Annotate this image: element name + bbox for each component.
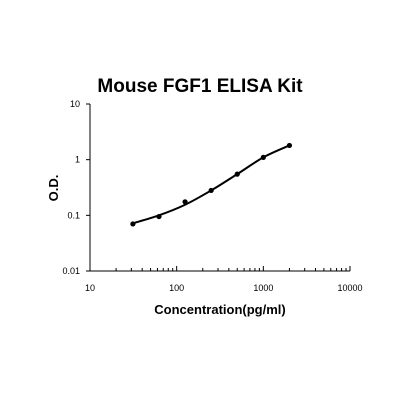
x-axis-label: Concentration(pg/ml) [154,302,285,317]
data-point [260,154,266,160]
fit-curve-group [132,144,290,225]
data-point [208,187,214,194]
chart-title: Mouse FGF1 ELISA Kit [97,76,303,97]
data-point [130,221,136,227]
y-tick-label: 0.1 [67,210,80,220]
tick-labels: 10 100 1000 10000 0.01 0.1 1 10 [62,99,362,293]
x-tick-label: 10 [85,283,95,293]
fit-curve-line [132,144,290,225]
y-axis-label: O.D. [46,175,61,202]
axes [89,104,350,272]
data-point [286,142,293,149]
points-group [130,142,293,227]
data-point [156,213,162,220]
data-point [182,199,188,205]
y-tick-label: 0.01 [62,266,80,276]
data-point [234,171,240,177]
y-tick-label: 10 [70,99,80,109]
x-tick-label: 100 [169,283,184,293]
ticks [86,103,351,272]
x-tick-label: 10000 [337,283,362,293]
x-tick-label: 1000 [253,283,273,293]
y-tick-label: 1 [75,155,80,165]
